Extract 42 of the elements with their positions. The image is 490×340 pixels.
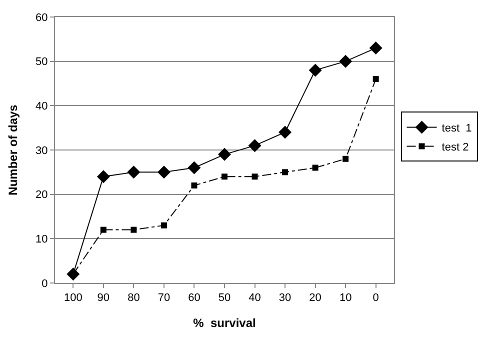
x-tick-label: 30: [278, 292, 292, 304]
y-tick-label: 0: [42, 278, 48, 290]
point: [96, 170, 110, 184]
point: [222, 174, 228, 180]
point: [252, 174, 258, 180]
point: [372, 76, 379, 82]
point: [160, 222, 167, 228]
x-tick-label: 80: [128, 292, 140, 304]
x-tick-label: 50: [218, 292, 231, 304]
x-tick-label: 70: [158, 292, 170, 304]
point: [369, 42, 382, 55]
point: [312, 164, 318, 171]
point: [130, 226, 137, 233]
x-tick-label: 100: [64, 292, 82, 304]
legend-label: test 1: [442, 122, 472, 134]
point: [308, 64, 322, 77]
y-tick-label: 20: [36, 189, 48, 202]
y-tick-label: 40: [36, 100, 48, 113]
point: [127, 166, 140, 179]
point: [248, 139, 262, 152]
y-tick-label: 60: [36, 12, 48, 24]
point: [157, 166, 170, 179]
y-tick-label: 10: [36, 234, 48, 246]
point: [342, 156, 349, 162]
point: [191, 182, 198, 188]
point: [218, 148, 231, 161]
y-tick-label: 50: [36, 56, 48, 68]
y-tick-label: 30: [36, 144, 48, 157]
legend-label: test 2: [442, 141, 469, 154]
x-tick-label: 60: [188, 292, 200, 304]
x-tick-label: 90: [97, 292, 110, 304]
x-axis-title: % survival: [193, 316, 256, 330]
y-axis-title: Number of days: [6, 104, 20, 196]
x-tick-label: 0: [372, 292, 379, 304]
point: [100, 226, 106, 233]
x-tick-label: 40: [248, 292, 261, 304]
point: [339, 54, 352, 68]
x-tick-label: 10: [339, 292, 352, 304]
point: [278, 126, 292, 139]
x-tick-label: 20: [309, 292, 322, 304]
point: [282, 169, 288, 176]
point: [188, 161, 201, 174]
